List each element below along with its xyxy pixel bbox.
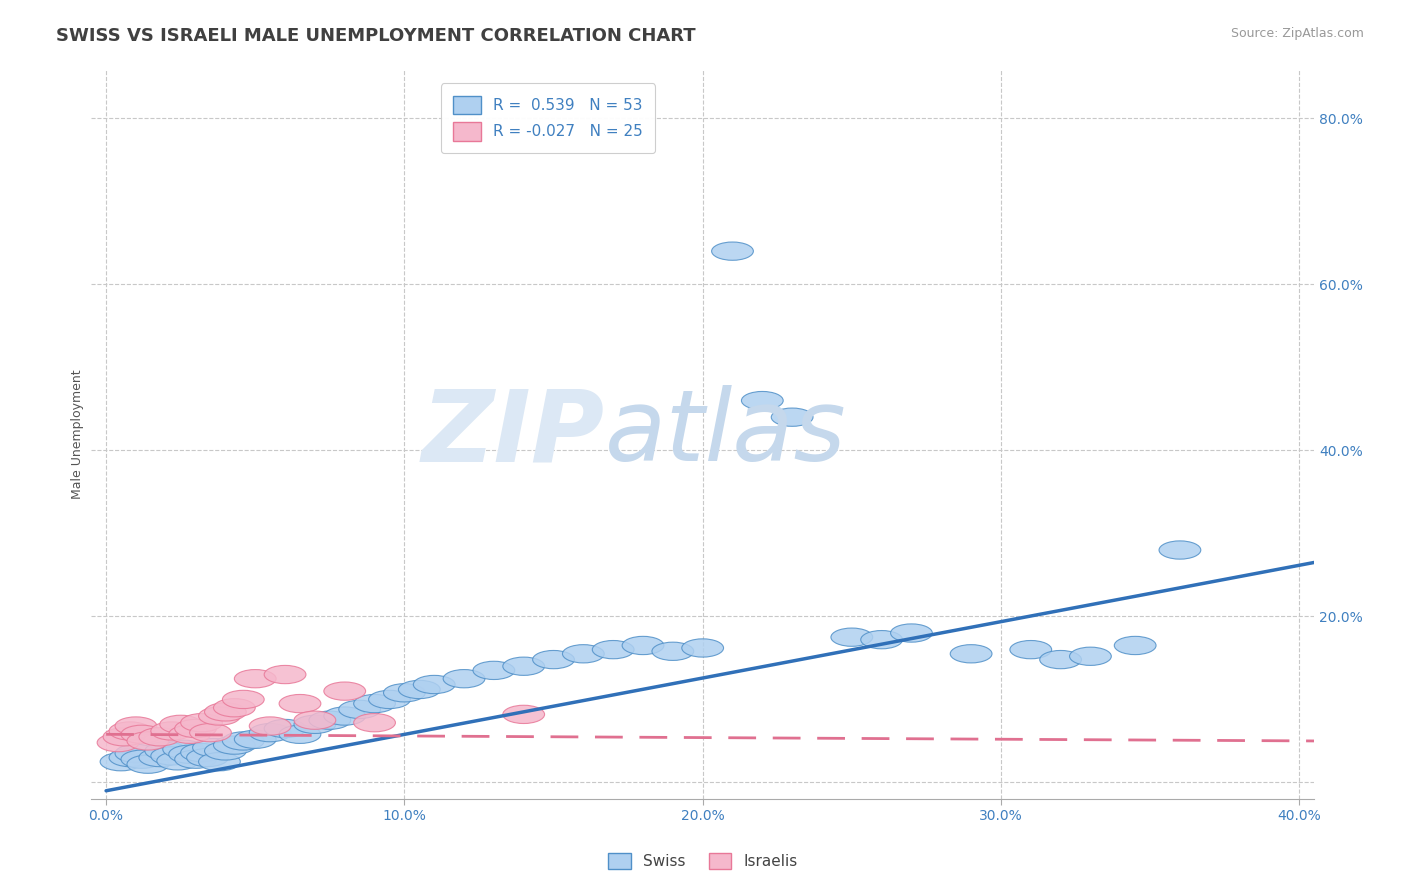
Ellipse shape [100,753,142,771]
Ellipse shape [103,728,145,746]
Ellipse shape [264,719,307,738]
Ellipse shape [127,755,169,773]
Ellipse shape [180,743,222,762]
Ellipse shape [711,242,754,260]
Ellipse shape [772,408,813,426]
Ellipse shape [323,707,366,725]
Text: ZIP: ZIP [422,385,605,483]
Ellipse shape [621,636,664,655]
Ellipse shape [294,715,336,733]
Y-axis label: Male Unemployment: Male Unemployment [72,369,84,499]
Ellipse shape [950,645,993,663]
Ellipse shape [503,657,544,675]
Ellipse shape [204,703,246,721]
Text: SWISS VS ISRAELI MALE UNEMPLOYMENT CORRELATION CHART: SWISS VS ISRAELI MALE UNEMPLOYMENT CORRE… [56,27,696,45]
Ellipse shape [533,650,575,669]
Ellipse shape [294,711,336,730]
Ellipse shape [860,631,903,648]
Ellipse shape [222,731,264,750]
Ellipse shape [1115,636,1156,655]
Ellipse shape [682,639,724,657]
Ellipse shape [163,740,204,758]
Ellipse shape [174,750,217,768]
Ellipse shape [157,752,198,770]
Ellipse shape [214,698,256,717]
Ellipse shape [97,733,139,752]
Ellipse shape [169,745,211,764]
Ellipse shape [323,682,366,700]
Ellipse shape [384,683,425,702]
Ellipse shape [145,742,187,760]
Ellipse shape [249,717,291,735]
Ellipse shape [121,750,163,768]
Ellipse shape [193,739,235,756]
Ellipse shape [562,645,605,663]
Ellipse shape [190,723,232,742]
Ellipse shape [110,748,150,767]
Ellipse shape [160,715,201,733]
Ellipse shape [413,675,456,694]
Ellipse shape [139,748,180,767]
Text: atlas: atlas [605,385,846,483]
Ellipse shape [398,681,440,698]
Ellipse shape [169,725,211,743]
Text: Source: ZipAtlas.com: Source: ZipAtlas.com [1230,27,1364,40]
Ellipse shape [1159,541,1201,559]
Ellipse shape [354,695,395,713]
Ellipse shape [280,725,321,743]
Ellipse shape [222,690,264,708]
Ellipse shape [652,642,693,660]
Ellipse shape [249,723,291,742]
Ellipse shape [592,640,634,659]
Ellipse shape [198,753,240,771]
Ellipse shape [198,707,240,725]
Ellipse shape [204,742,246,760]
Ellipse shape [235,670,276,688]
Ellipse shape [139,728,180,746]
Ellipse shape [280,695,321,713]
Ellipse shape [890,624,932,642]
Ellipse shape [127,731,169,750]
Ellipse shape [443,670,485,688]
Ellipse shape [1010,640,1052,659]
Ellipse shape [503,706,544,723]
Ellipse shape [115,744,157,763]
Ellipse shape [472,661,515,680]
Ellipse shape [187,748,228,767]
Ellipse shape [1039,650,1081,669]
Ellipse shape [110,722,150,740]
Ellipse shape [174,719,217,738]
Ellipse shape [1070,647,1111,665]
Ellipse shape [831,628,873,647]
Ellipse shape [115,717,157,735]
Ellipse shape [235,731,276,748]
Ellipse shape [354,714,395,731]
Ellipse shape [150,722,193,740]
Ellipse shape [150,747,193,765]
Ellipse shape [180,714,222,731]
Ellipse shape [339,700,381,719]
Ellipse shape [121,725,163,743]
Ellipse shape [214,736,256,755]
Ellipse shape [368,690,411,708]
Ellipse shape [264,665,307,683]
Ellipse shape [741,392,783,409]
Legend: R =  0.539   N = 53, R = -0.027   N = 25: R = 0.539 N = 53, R = -0.027 N = 25 [441,84,655,153]
Ellipse shape [309,711,350,730]
Legend: Swiss, Israelis: Swiss, Israelis [602,847,804,875]
